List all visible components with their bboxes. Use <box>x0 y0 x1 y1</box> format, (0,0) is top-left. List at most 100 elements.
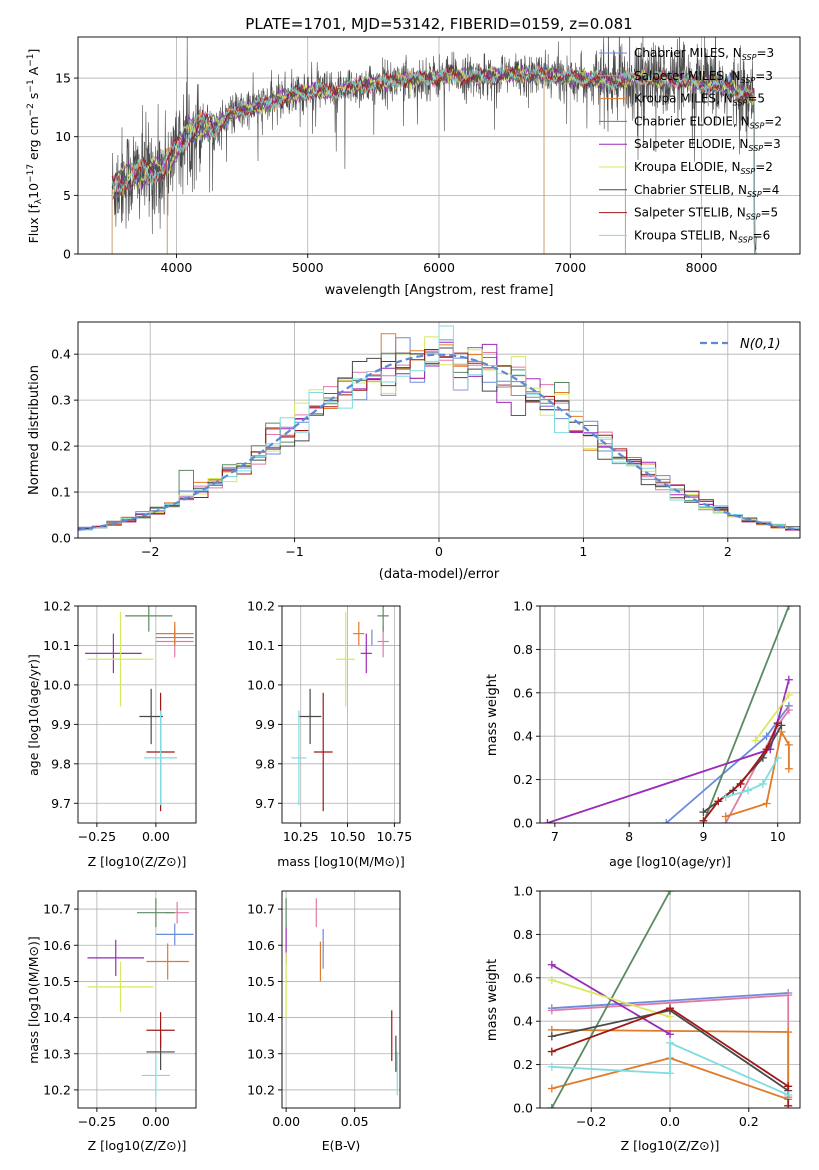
age-vs-Z-frame <box>77 605 197 824</box>
massweight-vs-Z-marker <box>547 1104 556 1108</box>
legend-label: Chabrier STELIB, NSSP=4 <box>634 183 779 199</box>
massweight-vs-age-ytick-label: 0.2 <box>513 772 533 787</box>
hist-kroupa-stelib <box>78 325 800 531</box>
massweight-vs-Z-marker <box>547 1047 556 1056</box>
age-vs-Z-point <box>125 606 173 632</box>
massweight-vs-age-marker <box>721 812 730 821</box>
mass-vs-Z-xtick-label: −0.25 <box>78 1114 116 1129</box>
residuals-ytick-label: 0.2 <box>51 439 71 454</box>
age-vs-mass-ytick-label: 9.9 <box>255 717 275 732</box>
residuals-ytick-label: 0.0 <box>51 531 71 546</box>
age-vs-Z-ytick-label: 10.1 <box>43 638 71 653</box>
age-vs-mass-xtick-label: 10.25 <box>283 829 319 844</box>
massweight-vs-age-marker <box>773 719 782 728</box>
massweight-vs-Z-marker <box>547 1006 556 1015</box>
massweight-vs-age-marker <box>758 779 767 788</box>
age-vs-mass-point <box>377 606 389 632</box>
age-vs-mass-point <box>313 692 333 812</box>
massweight-vs-Z-ytick-label: 0.8 <box>513 927 533 942</box>
age-vs-Z-point <box>85 633 142 674</box>
age-vs-mass-ytick-label: 9.8 <box>255 756 275 771</box>
mass-vs-Z-ytick-label: 10.6 <box>43 938 71 953</box>
massweight-vs-age-marker <box>784 606 793 610</box>
spectrum-xtick-label: 4000 <box>161 260 193 275</box>
spectrum-plot <box>111 37 757 254</box>
mass-vs-EBV-plot <box>285 898 398 1096</box>
age-vs-mass-xlabel: mass [log10(M/M⊙)] <box>277 854 405 869</box>
massweight-vs-age-ytick-label: 0.4 <box>513 729 533 744</box>
age-vs-Z-ytick-label: 10.2 <box>43 599 71 614</box>
age-vs-Z-plot <box>85 606 194 812</box>
massweight-vs-Z-marker <box>547 960 556 969</box>
massweight-vs-age-marker <box>714 797 723 806</box>
residuals-ytick-label: 0.3 <box>51 393 71 408</box>
mass-vs-Z-point <box>141 1053 171 1098</box>
massweight-vs-age-ytick-label: 1.0 <box>513 599 533 614</box>
massweight-vs-age-marker <box>744 786 752 795</box>
mass-vs-Z-point <box>155 923 194 946</box>
massweight-vs-Z-plot <box>547 891 793 1108</box>
age-vs-Z-ytick-label: 10.0 <box>43 677 71 692</box>
age-vs-mass-xtick-label: 10.50 <box>330 829 366 844</box>
massweight-vs-age-series-line <box>754 694 790 742</box>
mass-vs-Z-ytick-label: 10.3 <box>43 1046 71 1061</box>
age-vs-Z-point <box>144 710 178 806</box>
massweight-vs-Z-ytick-label: 0.0 <box>513 1101 533 1116</box>
massweight-vs-age-xlabel: age [log10(age/yr)] <box>609 854 731 869</box>
mass-vs-Z-point <box>146 943 189 980</box>
spectrum-ytick-label: 0 <box>63 247 71 262</box>
massweight-vs-age-marker <box>762 799 771 808</box>
residuals-plot <box>78 325 800 531</box>
chart-title: PLATE=1701, MJD=53142, FIBERID=0159, z=0… <box>245 15 632 33</box>
mass-vs-EBV-ytick-label: 10.5 <box>247 974 275 989</box>
age-vs-Z-ytick-label: 9.8 <box>51 756 71 771</box>
mass-vs-EBV-ytick-label: 10.3 <box>247 1046 275 1061</box>
massweight-vs-Z-ytick-label: 0.2 <box>513 1057 533 1072</box>
massweight-vs-age-axes: 7 8 9 10 0.0 0.2 0.4 0.6 0.8 1.0 <box>513 599 801 844</box>
massweight-vs-age-marker <box>699 816 708 823</box>
age-vs-Z-axes: −0.25 0.00 9.7 9.8 9.9 10.0 10.1 10.2 <box>43 599 197 844</box>
massweight-vs-Z-xtick-label: −0.2 <box>576 1114 606 1129</box>
massweight-vs-Z-series-line <box>551 979 671 1018</box>
residuals-axes: −2 −1 0 1 2 0.0 0.1 0.2 0.3 0.4 <box>51 321 801 559</box>
massweight-vs-Z-marker <box>666 1038 674 1047</box>
age-vs-Z-point <box>155 621 194 646</box>
massweight-vs-Z-marker <box>547 975 556 984</box>
spectrum-xlabel: wavelength [Angstrom, rest frame] <box>325 283 554 298</box>
spectrum-model-salpeter-elodie <box>111 64 756 254</box>
spectrum-ytick-label: 10 <box>55 129 71 144</box>
residuals-xlabel: (data-model)/error <box>379 567 500 582</box>
mass-vs-Z-plot <box>87 898 194 1098</box>
mass-vs-Z-point <box>87 961 154 1013</box>
massweight-vs-age-marker <box>699 808 708 817</box>
massweight-vs-Z-xtick-label: 0.0 <box>660 1114 680 1129</box>
massweight-vs-age-marker <box>543 819 552 823</box>
spectrum-xtick-label: 8000 <box>686 260 718 275</box>
residuals-ylabel: Normed distribution <box>27 365 42 495</box>
massweight-vs-Z-ytick-label: 0.6 <box>513 970 533 985</box>
massweight-vs-age-series-line <box>725 757 779 798</box>
massweight-vs-age-marker <box>784 764 793 773</box>
legend-label: Kroupa MILES, NSSP=5 <box>634 92 765 108</box>
age-vs-Z-point <box>87 611 154 707</box>
massweight-vs-age-series-line <box>702 724 783 813</box>
residuals-ytick-label: 0.1 <box>51 485 71 500</box>
massweight-vs-Z-ytick-label: 1.0 <box>513 884 533 899</box>
massweight-vs-age-xtick-label: 9 <box>699 829 707 844</box>
massweight-vs-Z-series-line <box>551 1041 789 1096</box>
massweight-vs-age-xtick-label: 10 <box>770 829 786 844</box>
mass-vs-EBV-ytick-label: 10.7 <box>247 902 275 917</box>
legend-label: Salpeter STELIB, NSSP=5 <box>634 206 778 222</box>
massweight-vs-Z-ytick-label: 0.4 <box>513 1014 533 1029</box>
legend-label: Salpeter MILES, NSSP=3 <box>634 69 773 85</box>
age-vs-Z-xlabel: Z [log10(Z/Z⊙)] <box>88 854 187 869</box>
massweight-vs-Z-xtick-label: 0.2 <box>739 1114 759 1129</box>
age-vs-mass-xtick-label: 10.75 <box>376 829 412 844</box>
mass-vs-Z-ytick-label: 10.7 <box>43 902 71 917</box>
massweight-vs-age-marker <box>784 740 793 749</box>
age-vs-mass-point <box>353 621 365 646</box>
spectrum-ylabel: Flux [fλ​10−17​ erg cm−2​ s−1​ A−1​] <box>26 49 44 244</box>
massweight-vs-Z-series-line <box>551 992 789 1010</box>
massweight-vs-age-series-line <box>702 606 790 823</box>
